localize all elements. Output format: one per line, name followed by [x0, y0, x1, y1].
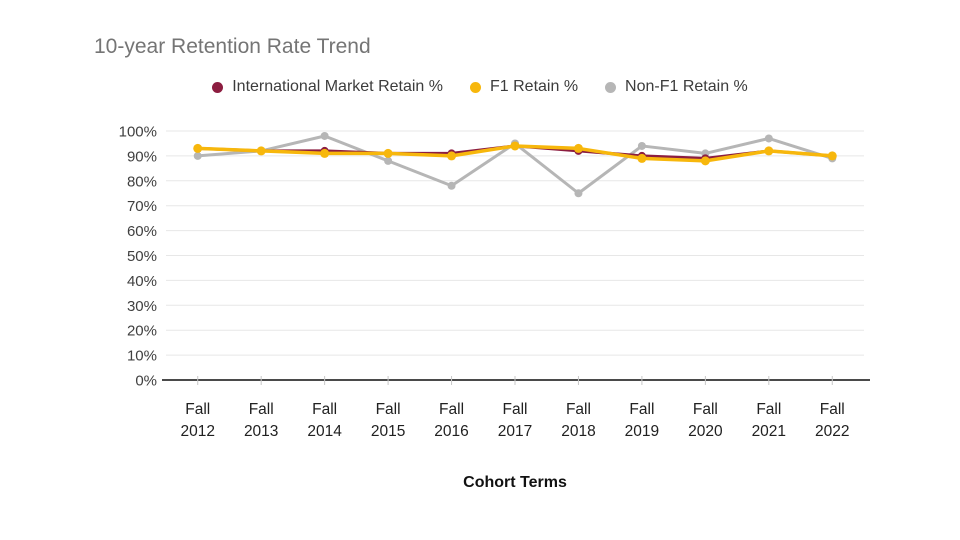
x-tick-label: Fall 2013: [244, 401, 278, 440]
y-tick-label: 20%: [127, 323, 157, 340]
legend-item-international-market: International Market Retain %: [212, 78, 443, 96]
data-point: [384, 156, 393, 165]
y-tick-label: 0%: [135, 373, 157, 390]
data-point: [383, 148, 393, 158]
data-point: [573, 143, 583, 153]
data-point: [193, 151, 202, 160]
data-point: [447, 151, 457, 161]
data-point: [764, 146, 774, 156]
data-point: [256, 146, 266, 156]
data-point: [637, 141, 646, 150]
x-tick-label: Fall 2021: [752, 401, 786, 440]
y-axis-labels: 0% 10% 20% 30% 40% 50% 60% 70% 80% 90% 100%: [119, 124, 157, 390]
data-point: [320, 131, 329, 140]
x-axis: [162, 376, 870, 385]
x-tick-label: Fall 2018: [561, 401, 595, 440]
x-tick-label: Fall 2022: [815, 401, 849, 440]
y-tick-label: 10%: [127, 348, 157, 365]
data-point: [447, 181, 456, 190]
x-tick-label: Fall 2014: [307, 401, 342, 440]
legend-item-non-f1: Non-F1 Retain %: [605, 78, 748, 96]
y-tick-label: 50%: [127, 248, 157, 265]
legend-marker-non-f1-icon: [605, 81, 617, 93]
data-point: [510, 141, 520, 151]
series-lines: [193, 131, 837, 198]
chart-legend: International Market Retain % F1 Retain …: [0, 78, 960, 96]
y-tick-label: 30%: [127, 298, 157, 315]
legend-label-f1: F1 Retain %: [490, 78, 579, 95]
x-tick-label: Fall 2012: [180, 401, 214, 440]
y-tick-label: 90%: [127, 148, 157, 165]
y-tick-label: 80%: [127, 173, 157, 190]
y-tick-label: 100%: [119, 124, 157, 141]
legend-marker-f1-icon: [470, 81, 481, 93]
legend-item-f1: F1 Retain %: [470, 78, 578, 96]
x-tick-label: Fall 2016: [434, 401, 468, 440]
x-axis-labels: Fall 2012 Fall 2013 Fall 2014 Fall 2015 Fall 2016…: [180, 401, 849, 440]
data-point: [193, 143, 203, 153]
legend-label-international-market: International Market Retain %: [232, 78, 443, 95]
data-point: [764, 134, 773, 143]
chart-title: 10-year Retention Rate Trend: [94, 35, 371, 58]
x-tick-label: Fall 2019: [625, 401, 659, 440]
data-point: [827, 151, 837, 161]
data-point: [574, 189, 583, 198]
legend-marker-international-market-icon: [212, 81, 224, 93]
x-axis-title: Cohort Terms: [463, 474, 567, 491]
y-tick-label: 40%: [127, 273, 157, 290]
data-point: [320, 148, 330, 158]
y-tick-label: 60%: [127, 223, 157, 240]
data-point: [700, 156, 710, 166]
legend-label-non-f1: Non-F1 Retain %: [625, 78, 748, 95]
gridlines: [166, 130, 864, 356]
x-tick-label: Fall 2015: [371, 401, 405, 440]
data-point: [637, 153, 647, 163]
x-tick-label: Fall 2017: [498, 401, 532, 440]
y-tick-label: 70%: [127, 198, 157, 215]
x-tick-label: Fall 2020: [688, 401, 723, 440]
